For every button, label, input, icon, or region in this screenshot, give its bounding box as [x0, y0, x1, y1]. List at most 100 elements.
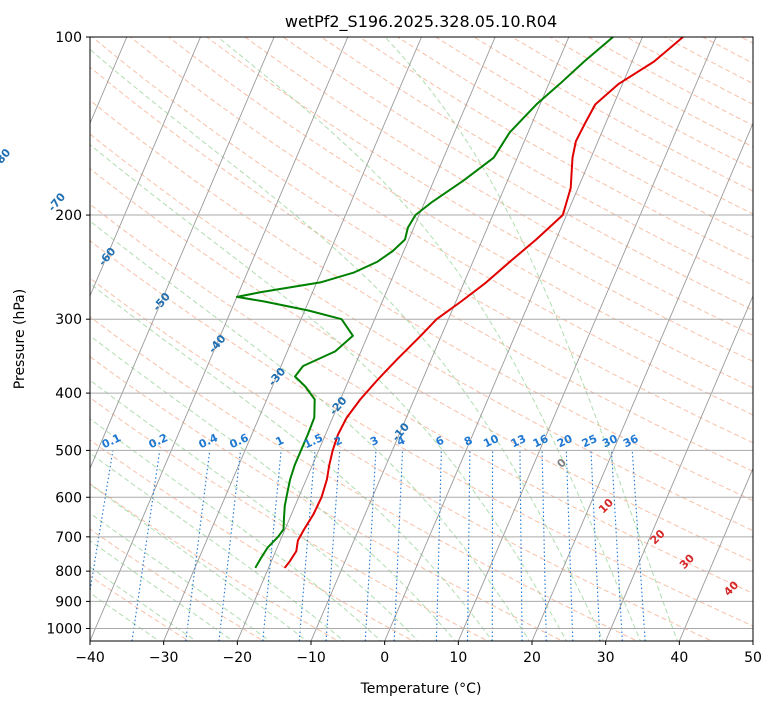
- dry-adiabat-label: 40: [721, 578, 741, 598]
- inline-labels: -100-90-80-70-60-50-40-30-20-100.10.20.4…: [0, 146, 742, 599]
- x-tick-label: −10: [296, 650, 326, 666]
- isotherm: [310, 37, 570, 641]
- y-tick-label: 700: [55, 530, 82, 546]
- mixing-ratio-label: 36: [621, 432, 641, 450]
- moist-adiabat: [90, 540, 234, 641]
- isotherm: [384, 37, 643, 641]
- x-tick-label: 10: [449, 650, 467, 666]
- mixing-ratio-label: 1: [273, 434, 285, 449]
- x-tick-label: 0: [380, 650, 389, 666]
- y-tick-label: 200: [55, 208, 82, 224]
- isotherm-label: -50: [150, 290, 173, 314]
- x-tick-label: 20: [523, 650, 541, 666]
- y-axis: 100 200 300 400 500 600 700 800 900 1000: [46, 30, 90, 637]
- y-tick-label: 600: [55, 490, 82, 506]
- mixing-ratio-label: 20: [555, 432, 575, 450]
- mixing-ratio-line: [218, 450, 242, 641]
- mixing-ratio-label: 0.6: [227, 431, 250, 451]
- dry-adiabat: [90, 203, 753, 594]
- dry-adiabat: [702, 37, 753, 64]
- mixing-ratio-line: [590, 450, 601, 641]
- mixing-ratio-line: [185, 450, 211, 641]
- dry-adiabat: [90, 66, 753, 472]
- mixing-ratio-line: [631, 450, 646, 641]
- isotherm-label: -20: [327, 394, 350, 418]
- dry-adiabat: [90, 356, 564, 641]
- mixing-ratio-line: [610, 450, 623, 641]
- mixing-ratio-label: 1.5: [302, 431, 325, 451]
- x-tick-label: −30: [149, 650, 179, 666]
- dry-adiabat: [90, 240, 753, 627]
- x-tick-label: 50: [744, 650, 762, 666]
- moist-adiabat: [90, 483, 308, 641]
- mixing-ratio-line: [90, 450, 114, 595]
- isotherm: [605, 294, 753, 641]
- y-tick-label: 800: [55, 564, 82, 580]
- y-tick-label: 300: [55, 312, 82, 328]
- moist-adiabat: [90, 282, 493, 641]
- mixing-ratio-label: 30: [600, 432, 620, 450]
- moist-adiabat: [90, 379, 419, 641]
- isotherm-label: -80: [0, 146, 14, 170]
- dry-adiabat: [473, 37, 753, 192]
- isotherm: [90, 37, 349, 641]
- moist-adiabat: [90, 48, 605, 641]
- dry-adiabat: [90, 277, 713, 641]
- x-axis-label: Temperature (°C): [360, 681, 482, 697]
- dry-adiabat-label: 10: [596, 496, 616, 516]
- y-tick-label: 1000: [46, 621, 82, 637]
- isotherm: [752, 639, 753, 641]
- x-tick-label: −20: [223, 650, 253, 666]
- mixing-ratio-label: 0.1: [100, 431, 123, 451]
- dry-adiabat: [130, 37, 753, 416]
- plot-frame: [89, 36, 754, 642]
- isotherm: [90, 37, 201, 298]
- mixing-ratio-label: 10: [481, 432, 501, 450]
- dry-adiabat: [90, 133, 753, 532]
- dry-adiabat-label: 30: [677, 551, 697, 571]
- mixing-ratio-line: [131, 450, 161, 641]
- mixing-ratio-label: 16: [531, 432, 551, 450]
- dry-adiabat: [90, 168, 753, 563]
- dry-adiabat: [90, 316, 639, 641]
- dry-adiabat: [282, 37, 753, 311]
- dry-adiabat: [588, 37, 753, 126]
- dry-adiabat: [90, 99, 753, 502]
- y-tick-label: 900: [55, 594, 82, 610]
- mixing-ratio-line: [435, 450, 442, 641]
- mixing-ratio-line: [466, 450, 471, 641]
- moist-adiabat: [90, 144, 568, 641]
- x-axis: −40 −30 −20 −10 0 10 20 30 40 50: [75, 641, 762, 666]
- mixing-ratio-label: 8: [462, 434, 474, 449]
- isotherm-label: -30: [266, 365, 289, 389]
- isotherm: [90, 37, 275, 470]
- moist-adiabat: [384, 37, 678, 641]
- data-lines: [235, 37, 684, 569]
- dry-adiabat: [549, 37, 753, 148]
- isotherm: [163, 37, 422, 641]
- dry-adiabat: [664, 37, 753, 85]
- dry-adiabat: [435, 37, 753, 215]
- mixing-ratio-line: [364, 450, 377, 641]
- moist-adiabat: [90, 566, 197, 641]
- dry-adiabat: [359, 37, 753, 262]
- dry-adiabat: [320, 37, 753, 286]
- y-tick-label: 100: [55, 30, 82, 46]
- mixing-ratio-label: 6: [434, 434, 447, 449]
- isotherm: [531, 122, 753, 641]
- dry-adiabat-label: 20: [648, 527, 668, 547]
- y-tick-label: 400: [55, 386, 82, 402]
- chart-title: wetPf2_S196.2025.328.05.10.R04: [285, 12, 557, 32]
- isotherm-label: -60: [96, 245, 119, 269]
- mixing-ratio-line: [325, 450, 341, 641]
- moist-adiabat: [90, 512, 271, 641]
- y-axis-label: Pressure (hPa): [12, 289, 28, 389]
- mixing-ratio-label: 3: [368, 434, 380, 449]
- mixing-ratio-label: 0.2: [147, 431, 170, 451]
- mixing-ratio-line: [565, 450, 574, 641]
- dewpoint-line: [235, 37, 614, 569]
- isotherm: [457, 37, 717, 641]
- dry-adiabat: [168, 37, 753, 389]
- dry-adiabat: [740, 37, 753, 44]
